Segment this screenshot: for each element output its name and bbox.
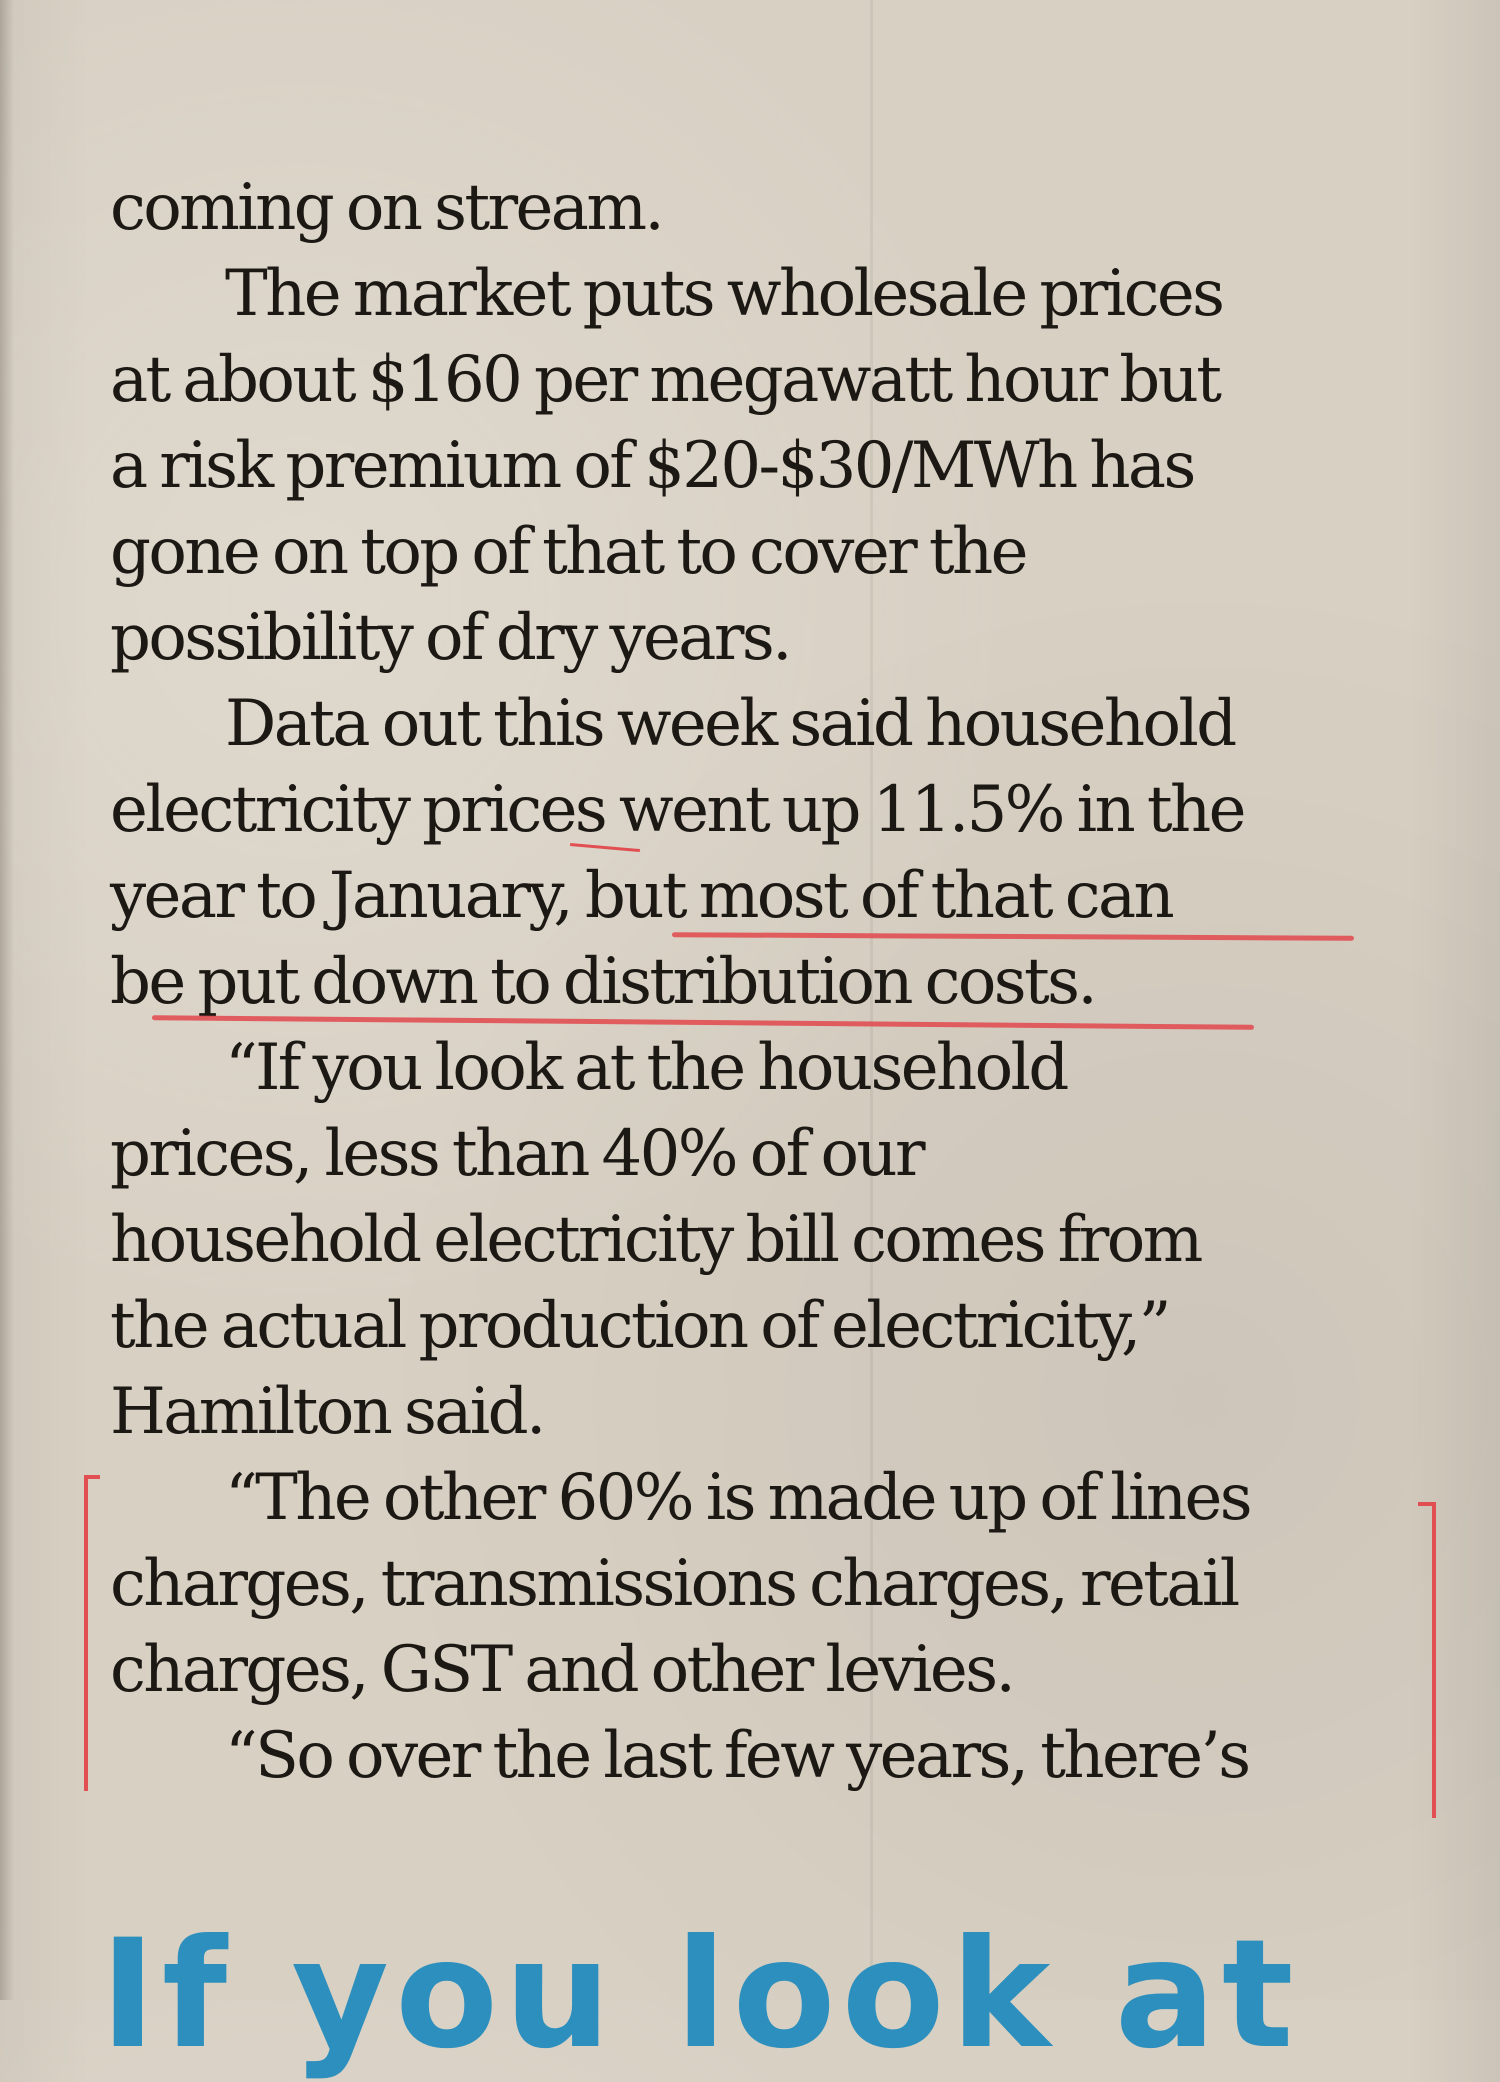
article-line: be put down to distribution costs.: [110, 945, 1098, 1019]
article-line: Data out this week said household: [225, 687, 1237, 761]
marker-bracket-right: [1418, 1502, 1436, 1818]
article-line: The market puts wholesale prices: [225, 257, 1225, 331]
article-line: a risk premium of $20-$30/MWh has: [110, 429, 1196, 503]
article-line: at about $160 per megawatt hour but: [110, 343, 1222, 417]
article-line: the actual production of electricity,”: [110, 1289, 1171, 1363]
article-line: “The other 60% is made up of lines: [225, 1461, 1253, 1535]
article-line: year to January, but most of that can: [110, 859, 1175, 933]
article-line: gone on top of that to cover the: [110, 515, 1028, 589]
paper-left-edge: [0, 0, 14, 2000]
article-line: charges, GST and other levies.: [110, 1633, 1016, 1707]
article-line: “If you look at the household: [225, 1031, 1069, 1105]
article-column: coming on stream. The market puts wholes…: [110, 165, 1420, 1799]
article-line: possibility of dry years.: [110, 601, 792, 675]
headline-fragment: If you look at: [100, 1908, 1300, 2082]
marker-bracket-left: [84, 1475, 100, 1791]
article-line: “So over the last few years, there’s: [225, 1719, 1251, 1793]
article-line: electricity prices went up 11.5% in the: [110, 773, 1246, 847]
paper-fold-crease: [870, 0, 873, 2000]
article-line: prices, less than 40% of our: [110, 1117, 926, 1191]
article-line: household electricity bill comes from: [110, 1203, 1203, 1277]
article-line: Hamilton said.: [110, 1375, 546, 1449]
article-line: charges, transmissions charges, retail: [110, 1547, 1240, 1621]
article-line: coming on stream.: [110, 171, 665, 245]
